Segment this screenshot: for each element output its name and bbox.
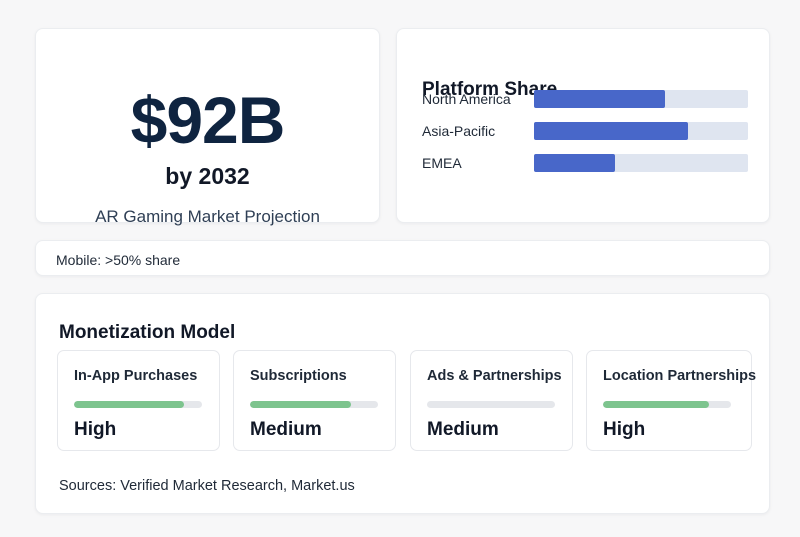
monetization-level-track [74,401,202,408]
platform-bar-fill [534,90,665,108]
monetization-item-in-app-purchases: In-App Purchases High [57,350,220,451]
monetization-level-fill [74,401,185,408]
monetization-item-ads-partnerships: Ads & Partnerships Medium [410,350,573,451]
monetization-item-name: In-App Purchases [74,368,198,384]
projection-caption: AR Gaming Market Projection [95,207,320,226]
platform-label: EMEA [422,155,462,171]
platform-bar-track [534,154,748,172]
platform-share-card: Platform Share North America Asia-Pacifi… [396,28,770,223]
monetization-level-track [603,401,731,408]
monetization-card: Monetization Model In-App Purchases High… [35,293,770,514]
monetization-title: Monetization Model [59,322,236,343]
mobile-share-strip: Mobile: >50% share [35,240,770,276]
monetization-level-fill [603,401,710,408]
monetization-level-track [427,401,555,408]
monetization-level-text: High [74,419,117,440]
monetization-item-subscriptions: Subscriptions Medium [233,350,396,451]
platform-label: Asia-Pacific [422,123,496,139]
monetization-item-location-partnerships: Location Partnerships High [586,350,756,451]
platform-row-north-america: North America [422,90,748,108]
sources-note: Sources: Verified Market Research, Marke… [59,478,355,494]
monetization-level-track [250,401,378,408]
mobile-share-text: Mobile: >50% share [56,252,181,268]
market-size-value: $92B [130,83,286,157]
platform-bar-track [534,122,748,140]
market-projection-card: $92B by 2032 AR Gaming Market Projection [35,28,380,226]
platform-share-title: Platform Share [422,79,558,100]
projection-year: by 2032 [165,163,250,189]
platform-bar-track [534,90,748,108]
monetization-level-text: Medium [427,419,499,440]
monetization-item-name: Location Partnerships [603,368,757,384]
monetization-item-name: Ads & Partnerships [427,368,562,384]
monetization-level-text: High [603,419,646,440]
monetization-level-text: Medium [250,419,322,440]
platform-row-asia-pacific: Asia-Pacific [422,122,748,140]
platform-label: North America [422,91,511,107]
monetization-item-name: Subscriptions [250,368,347,384]
platform-bar-fill [534,154,616,172]
platform-bar-fill [534,122,689,140]
platform-row-emea: EMEA [422,154,748,172]
monetization-level-fill [250,401,352,408]
